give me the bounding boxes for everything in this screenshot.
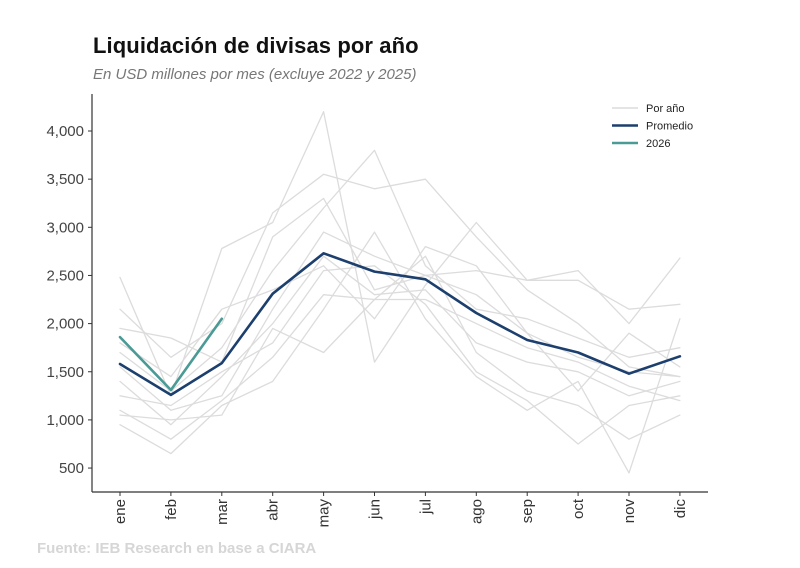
chart-title: Liquidación de divisas por año [93, 33, 419, 58]
highlight-series-layer [118, 252, 682, 397]
y-tick-label: 500 [59, 460, 84, 477]
y-tick-label: 3,500 [46, 171, 84, 188]
chart-subtitle: En USD millones por mes (excluye 2022 y … [93, 66, 417, 83]
legend-label: Por año [646, 103, 685, 115]
series-year-line-1 [119, 111, 681, 397]
x-tick-label: jun [367, 499, 384, 520]
y-tick-label: 3,000 [46, 219, 84, 236]
x-tick-label: abr [265, 499, 282, 521]
x-tick-label: dic [672, 499, 689, 519]
x-tick-label: may [316, 499, 333, 528]
axes [91, 94, 708, 493]
x-tick-label: sep [519, 499, 536, 523]
legend-label: 2026 [646, 138, 670, 150]
source-note: Fuente: IEB Research en base a CIARA [37, 540, 317, 557]
x-tick-label: oct [570, 498, 587, 519]
legend: Por año Promedio 2026 [612, 103, 693, 150]
x-tick-label: ago [468, 499, 485, 524]
series-year-line-9 [119, 231, 681, 474]
series-promedio-line [118, 252, 682, 397]
series-year-line-3 [119, 197, 681, 363]
x-ticks: ene feb mar abr may jun jul ago sep oct nov dic [112, 492, 689, 527]
x-tick-label: feb [163, 499, 180, 520]
y-tick-label: 1,500 [46, 364, 84, 381]
x-tick-label: mar [214, 499, 231, 525]
y-tick-label: 2,000 [46, 316, 84, 333]
x-tick-label: jul [417, 499, 434, 515]
series-2026-line [118, 317, 224, 392]
series-year-line-6 [119, 255, 681, 426]
x-tick-label: ene [112, 499, 129, 524]
series-year-line-4 [119, 149, 681, 392]
series-year-line-5 [119, 231, 681, 411]
series-year-line-10 [119, 298, 681, 421]
legend-label: Promedio [646, 121, 693, 133]
y-ticks: 500 1,000 1,500 2,000 2,500 3,000 3,500 4,000 [46, 123, 92, 477]
series-year-line-11 [119, 245, 681, 392]
y-tick-label: 1,000 [46, 412, 84, 429]
series-year-line-7 [119, 265, 681, 445]
yearly-series-layer [119, 111, 681, 474]
y-tick-label: 4,000 [46, 123, 84, 140]
x-tick-label: nov [621, 499, 638, 524]
y-tick-label: 2,500 [46, 267, 84, 284]
series-year-line-8 [119, 255, 681, 440]
